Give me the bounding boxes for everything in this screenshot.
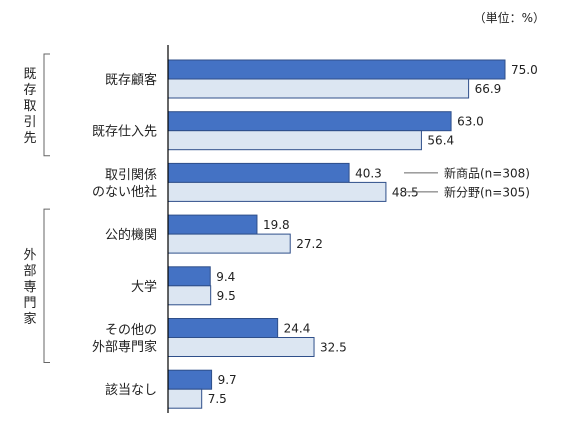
category-label: 該当なし — [105, 382, 157, 398]
bar-new-product — [167, 111, 452, 132]
data-label: 66.9 — [475, 82, 502, 96]
bar-new-product — [167, 59, 506, 80]
legend-item: 新分野(n=305) — [444, 184, 530, 199]
bar-new-field — [167, 285, 212, 306]
group-label-char: 門 — [23, 296, 36, 311]
category-label: 既存顧客 — [105, 72, 157, 88]
data-label: 40.3 — [355, 166, 382, 180]
group-bracket — [43, 53, 50, 157]
data-label: 56.4 — [427, 134, 454, 148]
bar-new-field — [167, 130, 422, 151]
data-label: 75.0 — [511, 63, 538, 77]
bar-new-product — [167, 214, 258, 235]
legend-item: 新商品(n=308) — [444, 165, 530, 180]
bar-new-field — [167, 233, 291, 254]
category-label: 外部専門家 — [92, 339, 157, 355]
data-label: 24.4 — [284, 322, 311, 336]
category-label: 公的機関 — [105, 227, 157, 243]
category-label: のない他社 — [92, 184, 157, 200]
data-label: 9.5 — [217, 289, 236, 303]
bar-new-product — [167, 162, 350, 183]
group-label-char: 家 — [23, 311, 36, 327]
group-label-char: 存 — [23, 83, 36, 98]
data-label: 7.5 — [208, 392, 227, 406]
data-label: 19.8 — [263, 218, 290, 232]
data-label: 9.4 — [216, 270, 235, 284]
category-label: 取引関係 — [105, 168, 157, 183]
group-label-char: 専 — [23, 280, 36, 295]
data-label: 27.2 — [296, 237, 323, 251]
category-label: 大学 — [131, 279, 157, 295]
category-label: 既存仕入先 — [92, 125, 157, 140]
bar-new-field — [167, 337, 315, 357]
data-label: 32.5 — [320, 341, 347, 355]
bar-new-product — [167, 318, 279, 338]
bar-new-product — [167, 369, 213, 390]
unit-note: （単位：%） — [474, 10, 545, 25]
bar-new-product — [167, 266, 211, 287]
group-label-char: 先 — [23, 131, 36, 146]
data-label: 9.7 — [218, 373, 237, 387]
group-bracket — [43, 208, 50, 363]
group-label-char: 外 — [23, 248, 36, 263]
group-label-char: 既 — [23, 67, 36, 82]
group-label-char: 引 — [23, 115, 36, 130]
group-label-char: 取 — [23, 99, 36, 114]
bar-new-field — [167, 181, 387, 202]
bar-new-field — [167, 388, 203, 409]
group-label-char: 部 — [23, 264, 36, 279]
category-label: その他の — [105, 323, 157, 338]
data-label: 63.0 — [457, 115, 484, 129]
bar-new-field — [167, 78, 470, 99]
